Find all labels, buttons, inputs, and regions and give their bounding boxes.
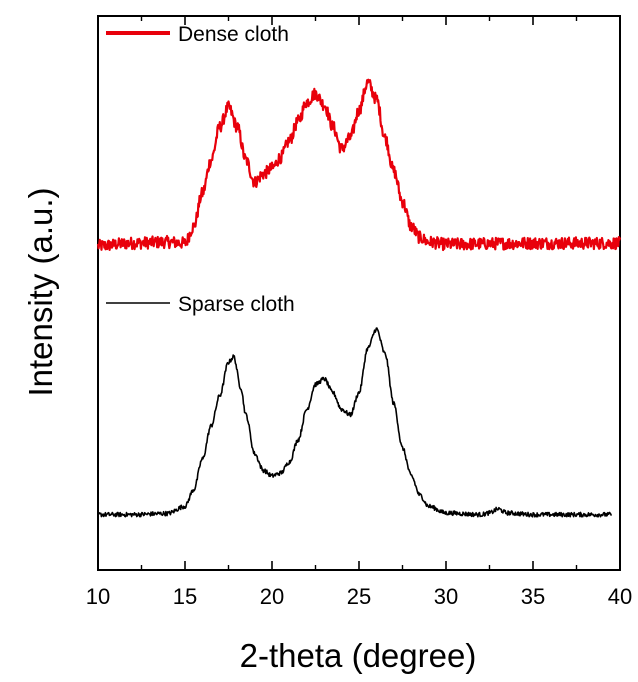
plot-frame	[97, 15, 621, 571]
series-layer	[96, 78, 622, 518]
series-line-dense-cloth	[96, 78, 622, 252]
x-tick-label: 15	[173, 584, 197, 609]
x-tick-label: 35	[521, 584, 545, 609]
series-line-sparse-cloth	[97, 327, 613, 518]
legend-layer: Dense cloth Sparse cloth	[106, 23, 295, 316]
x-tick-label: 25	[347, 584, 371, 609]
legend-label: Sparse cloth	[178, 293, 295, 316]
legend-label: Dense cloth	[178, 23, 289, 46]
x-axis-title: 2-theta (degree)	[240, 637, 477, 674]
ticks-layer: 10 15 20 25 30 35 40	[86, 16, 632, 609]
y-axis-title: Intensity (a.u.)	[22, 187, 59, 396]
x-tick-label: 40	[608, 584, 632, 609]
x-tick-label: 20	[260, 584, 284, 609]
plot-border	[97, 15, 621, 571]
x-tick-label: 10	[86, 584, 110, 609]
x-tick-label: 30	[434, 584, 458, 609]
